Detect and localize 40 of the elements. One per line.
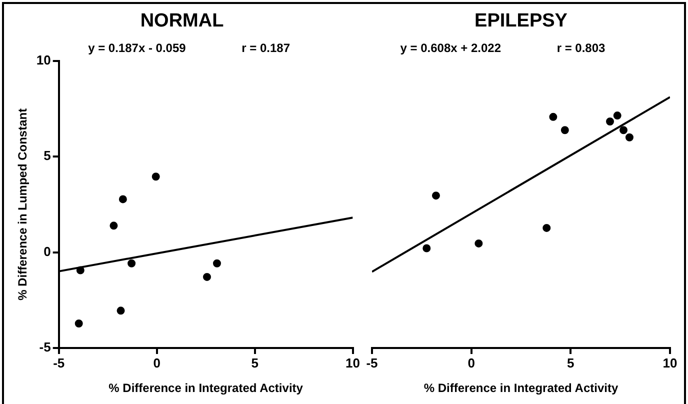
x-tick-label: 5 [251, 355, 258, 370]
point [76, 266, 84, 274]
text: y = 0.608x + 2.022 [400, 41, 502, 56]
text: r = 0.803 [556, 41, 606, 56]
x-tick-label: 5 [567, 355, 574, 370]
point [116, 306, 125, 315]
point [212, 259, 221, 268]
point [152, 172, 160, 181]
point [118, 195, 127, 204]
y-tick-label: 0 [44, 244, 51, 259]
text: r = 0.187 [242, 41, 290, 56]
point [606, 117, 614, 126]
x-tick-label: 10 [662, 355, 678, 370]
point [474, 239, 483, 248]
point [549, 112, 558, 121]
point [202, 272, 211, 281]
chart-title: EPILEPSY [474, 10, 568, 32]
x-tick-label: 0 [468, 355, 475, 370]
point [128, 259, 136, 268]
chart-title: NORMAL [140, 10, 224, 32]
point [560, 126, 569, 134]
x-tick-label: 10 [346, 355, 360, 370]
x-axis-title: % Difference in Integrated Activity [424, 381, 618, 396]
point [110, 222, 118, 230]
x-axis-title: % Difference in Integrated Activity [108, 381, 304, 396]
point [432, 192, 440, 200]
point [422, 244, 431, 252]
point [625, 133, 634, 142]
point [74, 319, 83, 328]
y-tick-label: 5 [44, 148, 51, 164]
x-tick-label: -5 [53, 355, 65, 370]
point [620, 126, 628, 134]
x-tick-label: -5 [366, 355, 378, 370]
point [613, 112, 622, 120]
text: y = 0.187x - 0.059 [88, 41, 186, 56]
y-tick-label: 10 [36, 52, 51, 68]
y-tick-label: -5 [39, 340, 51, 355]
x-tick-label: 0 [153, 355, 160, 370]
y-axis-title: % Difference in Lumped Constant [16, 108, 30, 300]
point [542, 224, 551, 232]
